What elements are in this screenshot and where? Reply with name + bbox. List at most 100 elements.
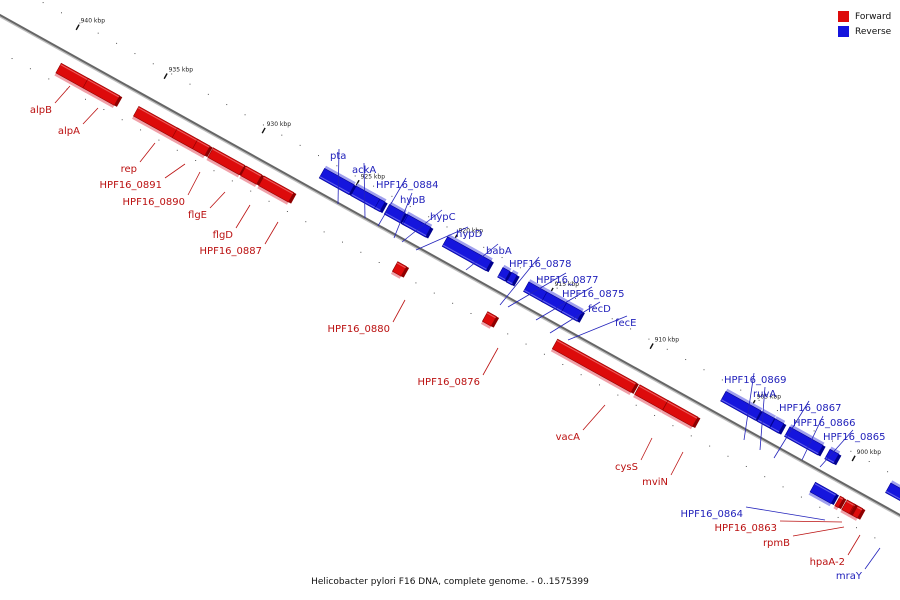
track-dot <box>446 226 448 228</box>
gene-highlight-mray <box>885 490 900 500</box>
track-dot <box>685 359 687 361</box>
track-dot <box>776 410 778 412</box>
dna-track-line <box>0 13 900 517</box>
gene-highlight-hpf16-0867 <box>770 426 780 433</box>
gene-highlight-rep <box>137 107 179 131</box>
gene-label-hypd: hypD <box>456 229 483 240</box>
track-dot <box>134 53 136 55</box>
track-dot <box>635 404 637 406</box>
gene-side-hpf16-0890 <box>204 146 213 158</box>
track-dot <box>868 461 870 463</box>
gene-box-hpf16-0880 <box>391 261 407 277</box>
gene-highlight-flge <box>212 148 245 167</box>
gene-highlight-hpf16-0891 <box>176 128 200 143</box>
scale-label: 905 kbp <box>757 393 782 400</box>
leader-ruva <box>759 386 766 451</box>
leader-hypb <box>393 192 413 239</box>
gene-side-hpf16-0866 <box>817 445 826 457</box>
track-dot <box>580 374 582 376</box>
scale-label: 920 kbp <box>459 228 484 235</box>
gene-highlight-alpa <box>87 79 120 98</box>
track-dot <box>226 104 228 106</box>
gene-label-hypb: hypB <box>400 195 426 206</box>
track-dot <box>611 318 613 320</box>
leader-cyss <box>640 437 653 461</box>
gene-label-hpf16-0869: HPF16_0869 <box>724 375 786 386</box>
gene-box-baba <box>441 236 492 272</box>
gene-side-rpmb <box>857 508 866 520</box>
track-dot <box>593 308 595 310</box>
scale-label: 930 kbp <box>267 121 292 128</box>
legend-reverse-label: Reverse <box>855 26 892 37</box>
gene-highlight-hpf16-0878 <box>498 275 506 281</box>
gene-highlight-cyss <box>638 385 668 403</box>
leader-hpf16-0876 <box>482 347 499 376</box>
leader-baba <box>465 243 499 271</box>
gene-box-hpf16-0867 <box>769 418 785 434</box>
track-dot <box>666 348 668 350</box>
gene-shadow-hpf16-0877 <box>511 269 519 276</box>
leader-flge <box>209 191 226 209</box>
track-dot <box>740 389 742 391</box>
gene-box-hpf16-0887 <box>258 175 295 203</box>
gene-label-flge: flgE <box>188 210 207 221</box>
gene-highlight-hpf16-0863 <box>839 496 844 500</box>
track-dot <box>391 195 393 197</box>
gene-shadow-mray <box>890 480 900 489</box>
track-dot <box>189 83 191 85</box>
track-dot <box>281 134 283 136</box>
track-dot <box>837 516 839 518</box>
gene-label-cyss: cysS <box>615 462 638 473</box>
gene-side-hpf16-0876 <box>491 316 500 328</box>
track-dot <box>428 216 430 218</box>
track-dot <box>415 282 417 284</box>
scale-label: 915 kbp <box>555 281 580 288</box>
track-dot <box>176 149 178 151</box>
track-dot <box>48 78 50 80</box>
gene-label-hpf16-0878: HPF16_0878 <box>509 259 571 270</box>
gene-label-vaca: vacA <box>556 432 581 443</box>
gene-highlight-hpf16-0877 <box>506 280 513 285</box>
track-dot <box>336 165 338 167</box>
leader-alpa <box>82 107 99 125</box>
gene-label-hpf16-0876: HPF16_0876 <box>418 377 480 388</box>
legend-reverse: Reverse <box>838 24 891 39</box>
leader-hpaa-2 <box>847 534 861 556</box>
track-dot <box>317 155 319 157</box>
gene-label-hpf16-0890: HPF16_0890 <box>123 197 185 208</box>
gene-box-hpf16-0884 <box>373 198 386 213</box>
track-dot <box>79 22 81 24</box>
gene-box-hpf16-0876 <box>481 311 497 327</box>
track-dot <box>745 465 747 467</box>
leader-pta <box>337 148 340 205</box>
gene-label-hpf16-0863: HPF16_0863 <box>715 523 777 534</box>
track-dot <box>452 302 454 304</box>
track-dot <box>648 338 650 340</box>
track-dot <box>152 63 154 65</box>
gene-box-flgd <box>240 165 263 185</box>
track-dot <box>598 384 600 386</box>
gene-shadow-hpf16-0869 <box>725 388 763 411</box>
gene-highlight-vaca <box>556 339 636 385</box>
gene-highlight-hypb <box>384 212 401 223</box>
gene-highlight-hpf16-0864 <box>814 483 836 496</box>
gene-highlight-hpf16-0884 <box>374 206 381 211</box>
gene-shadow-hpf16-0890 <box>191 148 205 159</box>
gene-highlight-alpb <box>60 64 93 83</box>
gene-label-hypc: hypC <box>430 212 456 223</box>
gene-box-vaca <box>551 338 637 393</box>
track-dot <box>832 440 834 442</box>
leader-hpf16-0866 <box>801 415 824 461</box>
track-dot <box>121 119 123 121</box>
gene-label-hpf16-0875: HPF16_0875 <box>562 289 624 300</box>
gene-shadow-alpa <box>81 87 115 108</box>
track-dot <box>250 190 252 192</box>
leader-hpf16-0875 <box>535 286 593 321</box>
scale-tick <box>261 127 266 134</box>
gene-box-hypb <box>383 204 406 224</box>
gene-label-alpb: alpB <box>30 105 52 116</box>
gene-highlight-fece <box>561 310 578 321</box>
scale-label: 900 kbp <box>857 449 882 456</box>
leader-mvin <box>670 451 684 476</box>
